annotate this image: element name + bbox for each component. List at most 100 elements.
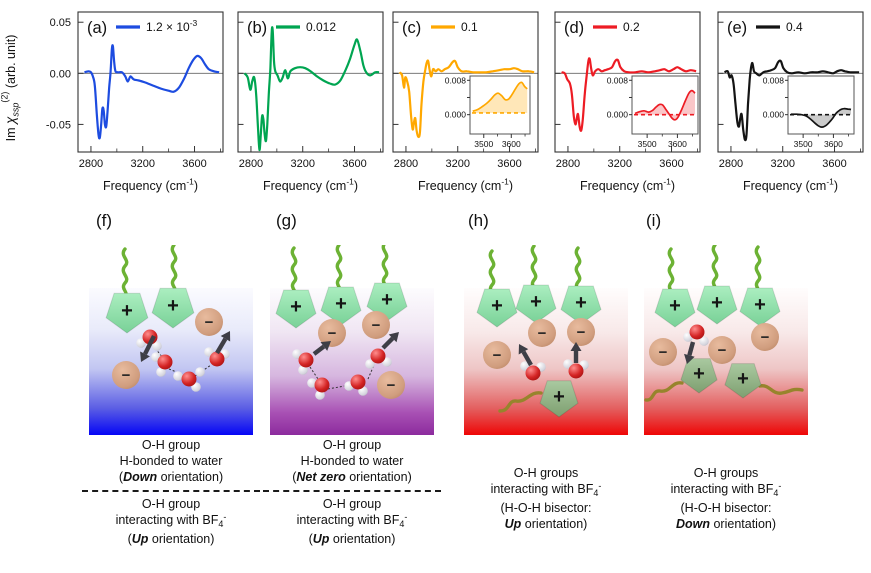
molecular-scene-h: + + + + − − − xyxy=(476,245,602,418)
caption-h: O-H groups interacting with BF4- (H-O-H … xyxy=(439,465,653,532)
surfactant-tail xyxy=(170,245,178,294)
legend-label: 0.4 xyxy=(786,20,803,34)
orientation-arrow-shaft xyxy=(521,350,533,367)
x-tick-label: 3600 xyxy=(659,158,683,170)
x-tick-label: 2800 xyxy=(556,158,580,170)
hydrogen-atom xyxy=(365,359,375,369)
bf4-anion xyxy=(708,336,736,364)
inset-x-tick-label: 3600 xyxy=(824,139,843,149)
x-tick-label: 2800 xyxy=(394,158,418,170)
oxygen-atom xyxy=(298,352,314,368)
diagram-h: + + + + − − − O-H groups interacting with BF4-… xyxy=(464,245,628,531)
bf4-anion xyxy=(649,338,677,366)
molecular-scene-i: + + ++ +− −− xyxy=(644,245,804,402)
minus-charge-label: − xyxy=(372,317,381,334)
caption-i: O-H groups interacting with BF4- (H-O-H … xyxy=(619,465,833,532)
spectrum-curve xyxy=(723,59,860,142)
hydrogen-atom xyxy=(195,367,205,377)
cation-headgroup xyxy=(515,284,557,324)
x-tick-label: 3200 xyxy=(607,158,631,170)
caption-line: O-H groups xyxy=(693,466,759,480)
inset-x-tick-label: 3600 xyxy=(502,139,521,149)
cation-headgroup-bulk xyxy=(539,380,579,418)
y-tick-label: 0.00 xyxy=(50,68,71,80)
minus-charge-label: − xyxy=(328,325,337,342)
bf4-anion xyxy=(528,319,556,347)
plus-charge-label: + xyxy=(553,386,565,408)
diagram-f: + + − − O-H group H-bonded to water (Down o… xyxy=(82,245,260,546)
inset-frame xyxy=(469,75,531,135)
plus-charge-label: + xyxy=(381,289,393,311)
plot-frame xyxy=(392,11,539,153)
hydrogen-atom xyxy=(298,365,308,375)
caption-divider xyxy=(82,490,260,492)
inset-y-tick-label: 0.008 xyxy=(763,75,785,85)
hydrogen-atom xyxy=(136,338,146,348)
bf4-anion xyxy=(377,371,405,399)
minus-charge-label: − xyxy=(659,344,668,361)
legend-label: 0.012 xyxy=(306,20,336,34)
bf4-anion xyxy=(112,361,140,389)
caption-line: (Up orientation) xyxy=(127,531,215,546)
molecular-scene-g: + + +− −− xyxy=(275,245,408,400)
caption-g: O-H group H-bonded to water (Net zero or… xyxy=(245,437,459,547)
plus-charge-label: + xyxy=(530,291,542,313)
minus-charge-label: − xyxy=(205,314,214,331)
plot-frame xyxy=(717,11,864,153)
caption-line: Up orientation) xyxy=(504,516,588,531)
plus-charge-label: + xyxy=(167,295,179,317)
plus-charge-label: + xyxy=(669,295,681,317)
diagram-g: + + + − − − O-H group H-bonded to water (Net … xyxy=(263,245,441,546)
orientation-arrow-head xyxy=(140,351,150,362)
inset-curve xyxy=(472,81,528,113)
spectra-row: Im χssp(2) (arb. unit) 2800 3200 3600 0.05 0… xyxy=(0,11,864,194)
caption-divider xyxy=(263,490,441,492)
inset-curve xyxy=(634,89,696,121)
inset-frame xyxy=(631,75,699,135)
cation-headgroup xyxy=(560,285,602,325)
molecular-scene-f: + + − − xyxy=(105,245,231,392)
y-axis-title: Im χssp(2) (arb. unit) xyxy=(0,35,21,142)
bf4-anion xyxy=(483,341,511,369)
surfactant-tail xyxy=(121,247,129,298)
hydrogen-atom xyxy=(173,371,183,381)
minus-charge-label: − xyxy=(387,377,396,394)
inset-y-tick-label: 0.000 xyxy=(607,110,629,120)
plus-charge-label: + xyxy=(737,368,749,390)
panel-letter: (d) xyxy=(564,19,584,37)
orientation-arrow-shaft xyxy=(381,336,395,350)
inset-x-tick-label: 3500 xyxy=(638,139,657,149)
plot-frame xyxy=(237,11,384,153)
hydrogen-atom xyxy=(156,367,166,377)
caption-line: interacting with BF4- xyxy=(296,512,408,529)
minus-charge-label: − xyxy=(122,367,131,384)
hydrogen-atom xyxy=(315,390,325,400)
inset-y-tick-label: 0.008 xyxy=(445,75,467,85)
y-tick-label: 0.05 xyxy=(50,17,71,29)
plus-charge-label: + xyxy=(693,363,705,385)
x-tick-label: 2800 xyxy=(79,158,103,170)
caption-line: (H-O-H bisector: xyxy=(680,500,772,515)
panel-letter: (b) xyxy=(247,19,267,37)
caption-line: O-H group xyxy=(141,438,201,452)
inset-y-tick-label: 0.008 xyxy=(607,75,629,85)
caption-line: O-H group xyxy=(322,497,382,511)
cation-headgroup xyxy=(696,285,738,325)
x-axis-title: Frequency (cm-1) xyxy=(103,177,198,194)
cation-headgroup xyxy=(105,292,149,334)
hydrogen-atom xyxy=(699,336,709,346)
minus-charge-label: − xyxy=(761,329,770,346)
legend-label: 1.2 × 10-3 xyxy=(146,18,198,34)
cation-headgroup xyxy=(739,287,781,327)
cation-headgroup xyxy=(476,288,518,328)
inset-d: 0.008 0.000 3500 3600 xyxy=(607,75,699,149)
caption-line: (Down orientation) xyxy=(118,470,224,484)
panel-letter: (c) xyxy=(402,19,421,37)
inset-fill xyxy=(791,108,851,128)
x-tick-label: 3200 xyxy=(445,158,469,170)
inset-frame xyxy=(787,75,855,135)
x-axis-title: Frequency (cm-1) xyxy=(263,177,358,194)
caption-line: H-bonded to water xyxy=(300,454,404,468)
